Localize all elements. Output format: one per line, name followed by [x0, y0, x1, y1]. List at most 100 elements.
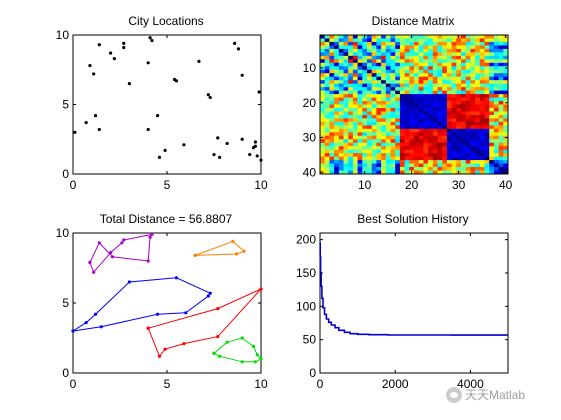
city-point [236, 47, 241, 51]
heatmap-cell [475, 66, 481, 71]
heatmap-cell [470, 139, 476, 144]
heatmap-cell [367, 94, 373, 98]
x-tick-label: 0 [317, 377, 324, 391]
heatmap-cell [362, 80, 368, 85]
heatmap-cell [324, 149, 330, 154]
y-tick-label: 5 [62, 98, 69, 112]
heatmap-cell [409, 87, 415, 91]
heatmap-cell [352, 160, 358, 164]
heatmap-cell [324, 128, 330, 133]
heatmap-cell [348, 135, 354, 140]
heatmap-cell [442, 55, 448, 60]
heatmap-cell [371, 107, 377, 112]
heatmap-cell [385, 59, 391, 64]
heatmap-cell [371, 101, 377, 105]
heatmap-cell [418, 132, 424, 137]
heatmap-cell [324, 55, 330, 60]
heatmap-cell [428, 48, 434, 53]
heatmap-cell [320, 38, 326, 43]
heatmap-cell [503, 142, 509, 147]
heatmap-cell [362, 104, 368, 109]
heatmap-cell [432, 114, 438, 119]
heatmap-cell [381, 35, 387, 39]
heatmap-cell [404, 83, 410, 88]
heatmap-cell [376, 94, 382, 98]
heatmap-cell [320, 107, 326, 112]
heatmap-cell [367, 73, 373, 78]
heatmap-cell [493, 104, 499, 109]
heatmap-cell [503, 118, 509, 123]
heatmap-cell [362, 125, 368, 130]
heatmap-cell [352, 139, 358, 144]
heatmap-cell [385, 52, 391, 57]
heatmap-cell [446, 118, 452, 123]
route-point [97, 241, 101, 245]
heatmap-cell [329, 45, 335, 50]
heatmap-cell [334, 125, 340, 130]
heatmap-cell [390, 94, 396, 98]
heatmap-cell [338, 111, 344, 116]
heatmap-cell [498, 132, 504, 137]
heatmap-cell [437, 90, 443, 95]
heatmap-cell [357, 153, 363, 158]
heatmap-cell [456, 163, 462, 168]
heatmap-cell [493, 76, 499, 81]
heatmap-cell [461, 83, 467, 88]
heatmap-cell [423, 87, 429, 91]
heatmap-cell [399, 83, 405, 88]
heatmap-cell [456, 118, 462, 123]
heatmap-cell [423, 121, 429, 126]
heatmap-cell [414, 128, 420, 133]
heatmap-cell [470, 55, 476, 60]
heatmap-cell [428, 87, 434, 91]
heatmap-cell [414, 104, 420, 109]
heatmap-cell [498, 153, 504, 158]
heatmap-cell [395, 48, 401, 53]
x-tick-label: 30 [452, 178, 466, 192]
heatmap-cell [423, 97, 429, 102]
heatmap-cell [362, 45, 368, 50]
heatmap-cell [456, 135, 462, 140]
heatmap-cell [371, 135, 377, 140]
heatmap-cell [475, 167, 481, 171]
heatmap-cell [493, 163, 499, 168]
heatmap-cell [371, 83, 377, 88]
heatmap-cell [352, 149, 358, 154]
heatmap-cell [320, 149, 326, 154]
heatmap-cell [357, 66, 363, 71]
heatmap-cell [456, 62, 462, 67]
city-point [253, 144, 257, 148]
heatmap-cell [404, 107, 410, 112]
heatmap-cell [451, 55, 457, 60]
heatmap-cell [418, 153, 424, 158]
heatmap-cell [329, 135, 335, 140]
wechat-icon [446, 386, 462, 403]
heatmap-cell [357, 156, 363, 161]
heatmap-cell [437, 125, 443, 130]
heatmap-cell [484, 35, 490, 39]
heatmap-cell [498, 118, 504, 123]
heatmap-cell [376, 160, 382, 164]
heatmap-cell [334, 139, 340, 144]
heatmap-cell [437, 156, 443, 161]
heatmap-cell [348, 125, 354, 130]
heatmap-cell [498, 66, 504, 71]
heatmap-cell [367, 142, 373, 147]
heatmap-cell [484, 153, 490, 158]
heatmap-cell [390, 135, 396, 140]
heatmap-cell [489, 142, 495, 147]
heatmap-cell [371, 118, 377, 123]
heatmap-cell [367, 59, 373, 64]
heatmap-cell [437, 163, 443, 168]
heatmap-cell [451, 128, 457, 133]
heatmap-cell [395, 128, 401, 133]
heatmap-cell [381, 59, 387, 64]
heatmap-cell [367, 118, 373, 123]
heatmap-cell [456, 59, 462, 64]
heatmap-cell [498, 170, 504, 175]
heatmap-cell [451, 73, 457, 78]
heatmap-cell [371, 52, 377, 57]
heatmap-cell [395, 97, 401, 102]
heatmap-cell [324, 48, 330, 53]
